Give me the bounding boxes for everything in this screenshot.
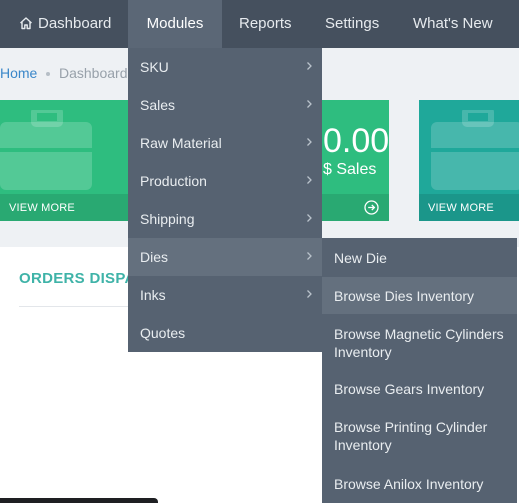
breadcrumb-current: Dashboard: [59, 65, 128, 81]
chevron-right-icon: [307, 100, 312, 108]
nav-modules[interactable]: Modules: [128, 0, 222, 48]
dies-submenu: New Die Browse Dies Inventory Browse Mag…: [322, 238, 517, 503]
submenu-item-label: Browse Printing Cylinder Inventory: [334, 419, 488, 453]
nav-whats-new[interactable]: What's New: [413, 0, 493, 48]
menu-item-sku[interactable]: SKU: [128, 48, 322, 86]
divider: [19, 306, 169, 307]
nav-dashboard-label: Dashboard: [38, 15, 112, 32]
sales-value: 0.00: [323, 122, 389, 160]
submenu-item-browse-magnetic-cylinders[interactable]: Browse Magnetic Cylinders Inventory: [322, 314, 517, 369]
chevron-right-icon: [307, 214, 312, 222]
chevron-right-icon: [307, 290, 312, 298]
tile-footer[interactable]: VIEW MORE: [419, 194, 519, 221]
tile-footer[interactable]: [319, 194, 389, 221]
menu-item-dies[interactable]: Dies: [128, 238, 322, 276]
stat-tile-1: VIEW MORE: [0, 100, 128, 221]
submenu-item-label: New Die: [334, 250, 387, 266]
menu-item-raw-material[interactable]: Raw Material: [128, 124, 322, 162]
view-more-link: VIEW MORE: [9, 202, 75, 214]
chevron-right-icon: [307, 176, 312, 184]
chevron-right-icon: [307, 62, 312, 70]
breadcrumb-home-link[interactable]: Home: [0, 65, 38, 81]
menu-item-label: Sales: [140, 97, 176, 113]
tile-footer[interactable]: VIEW MORE: [0, 194, 128, 221]
view-more-link: VIEW MORE: [428, 202, 494, 214]
submenu-item-label: Browse Magnetic Cylinders Inventory: [334, 326, 504, 360]
modules-dropdown: SKU Sales Raw Material Production Shippi…: [128, 48, 322, 352]
submenu-item-browse-printing-cylinder[interactable]: Browse Printing Cylinder Inventory: [322, 407, 517, 464]
stat-tile-3: VIEW MORE: [419, 100, 519, 221]
chevron-right-icon: [307, 252, 312, 260]
nav-settings[interactable]: Settings: [325, 0, 379, 48]
menu-item-label: Shipping: [140, 211, 195, 227]
stat-tile-sales: 0.00 $ Sales: [319, 100, 389, 221]
breadcrumb-separator: [46, 72, 50, 76]
briefcase-icon: [0, 110, 92, 190]
home-icon: [20, 17, 32, 30]
submenu-item-browse-gears[interactable]: Browse Gears Inventory: [322, 369, 517, 407]
submenu-item-label: Browse Anilox Inventory: [334, 476, 484, 492]
arrow-right-circle-icon: [364, 200, 379, 215]
menu-item-label: Production: [140, 173, 207, 189]
menu-item-label: Quotes: [140, 325, 186, 341]
briefcase-icon: [431, 110, 519, 190]
nav-reports[interactable]: Reports: [239, 0, 292, 48]
submenu-item-label: Browse Gears Inventory: [334, 381, 485, 397]
bottom-scrollbar[interactable]: [0, 498, 158, 503]
nav-reports-label: Reports: [239, 15, 292, 32]
menu-item-label: Inks: [140, 287, 166, 303]
nav-modules-label: Modules: [146, 15, 204, 32]
top-nav: Dashboard Modules Reports Settings What'…: [0, 0, 519, 48]
submenu-item-new-die[interactable]: New Die: [322, 238, 517, 276]
nav-whats-new-label: What's New: [413, 15, 493, 32]
menu-item-production[interactable]: Production: [128, 162, 322, 200]
sales-label: $ Sales: [323, 161, 377, 178]
nav-dashboard[interactable]: Dashboard: [19, 0, 111, 48]
chevron-right-icon: [307, 138, 312, 146]
submenu-item-browse-anilox[interactable]: Browse Anilox Inventory: [322, 464, 517, 503]
menu-item-inks[interactable]: Inks: [128, 276, 322, 314]
menu-item-label: Dies: [140, 249, 169, 265]
menu-item-sales[interactable]: Sales: [128, 86, 322, 124]
menu-item-label: Raw Material: [140, 135, 222, 151]
submenu-item-browse-dies[interactable]: Browse Dies Inventory: [322, 277, 517, 314]
menu-item-shipping[interactable]: Shipping: [128, 200, 322, 238]
submenu-item-label: Browse Dies Inventory: [334, 288, 475, 304]
menu-item-label: SKU: [140, 59, 169, 75]
menu-item-quotes[interactable]: Quotes: [128, 314, 322, 352]
nav-settings-label: Settings: [325, 15, 380, 32]
orders-dispatched-title: ORDERS DISPA: [19, 270, 136, 287]
